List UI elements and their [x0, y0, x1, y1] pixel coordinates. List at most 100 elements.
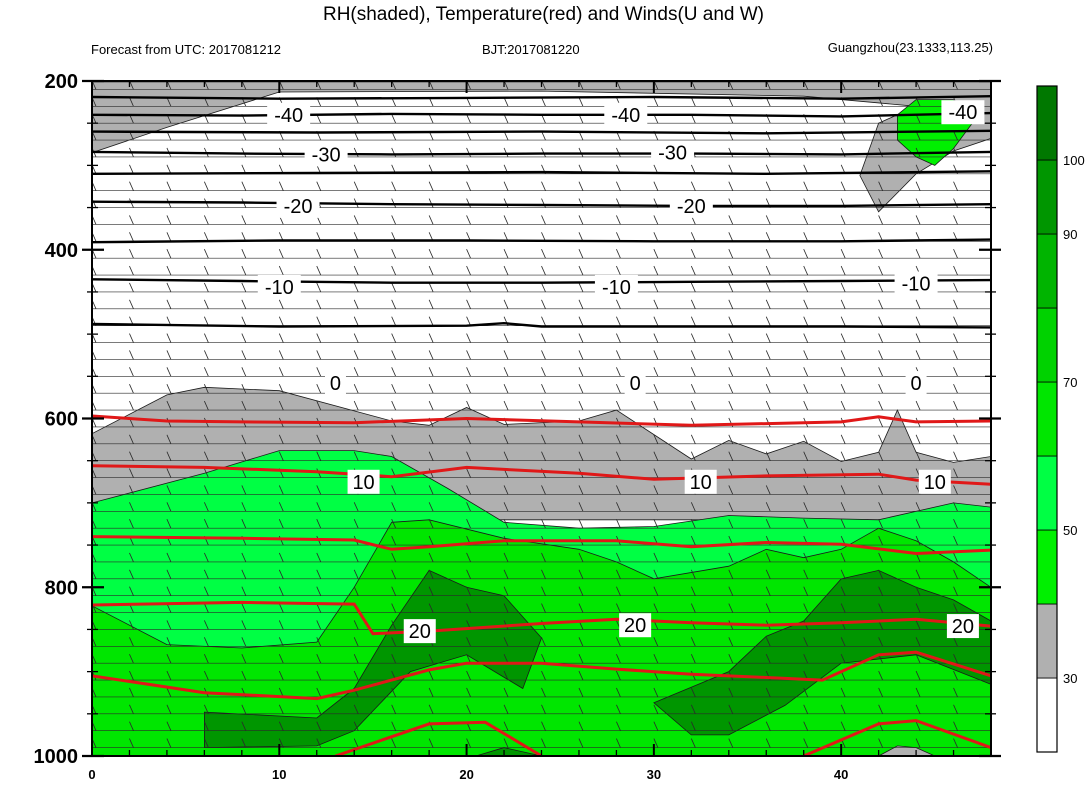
wind-barb	[915, 738, 921, 748]
wind-barb	[353, 215, 359, 225]
wind-barb	[578, 485, 584, 495]
wind-barb	[129, 451, 134, 461]
isotherm-label-bg	[651, 140, 695, 165]
isotherm-label: 0	[911, 373, 922, 395]
wind-barb	[728, 704, 734, 714]
wind-barb	[166, 384, 172, 394]
wind-barb	[878, 451, 883, 461]
wind-barb	[541, 384, 546, 394]
wind-barb	[653, 738, 659, 748]
wind-barb	[316, 687, 322, 698]
wind-barb	[840, 333, 846, 343]
wind-barb	[278, 552, 284, 563]
wind-barb	[503, 350, 509, 360]
wind-barb	[653, 468, 659, 478]
isotherm-label: -10	[902, 274, 931, 296]
wind-barb	[428, 451, 434, 461]
wind-barb	[915, 299, 921, 309]
wind-barb	[316, 282, 322, 293]
wind-barb	[541, 704, 546, 714]
wind-barb	[316, 670, 322, 681]
wind-barb	[953, 721, 958, 731]
wind-barb	[466, 350, 471, 360]
wind-barb	[541, 316, 546, 326]
wind-barb	[241, 282, 247, 293]
wind-barb	[204, 738, 209, 748]
wind-barb	[953, 265, 958, 276]
wind-barb	[878, 249, 883, 259]
wind-barb	[278, 519, 284, 529]
wind-barb	[353, 400, 359, 411]
wind-barb	[129, 485, 134, 495]
wind-barb	[578, 552, 584, 563]
wind-barb	[466, 637, 471, 647]
wind-barb	[690, 181, 696, 191]
plot-content: -40 -40 -40 -30 -30 -20 -20 -10 -10 -10 0 0 0 10 10 10 2…	[92, 81, 991, 756]
wind-barb	[878, 603, 883, 613]
wind-barb	[653, 316, 659, 326]
isotherm-label: 0	[330, 373, 341, 395]
wind-barb	[391, 367, 397, 377]
wind-barb	[840, 569, 846, 579]
wind-barb	[840, 704, 846, 714]
wind-barb	[765, 519, 771, 529]
wind-barb	[690, 519, 696, 529]
wind-barb	[840, 316, 846, 326]
wind-barb	[690, 552, 696, 563]
wind-barb	[728, 687, 734, 698]
wind-barb	[653, 299, 659, 309]
wind-barb	[653, 569, 659, 579]
wind-barb	[765, 603, 771, 613]
wind-barb	[765, 164, 771, 174]
wind-barb	[503, 721, 509, 731]
wind-barb	[428, 333, 434, 343]
wind-barb	[204, 265, 209, 276]
isotherm-label: -30	[312, 144, 341, 166]
wind-barb	[241, 451, 247, 461]
wind-barb	[353, 333, 359, 343]
wind-barb	[803, 502, 809, 512]
wind-barb	[241, 215, 247, 225]
wind-barb	[690, 299, 696, 309]
y-tick-label: 200	[45, 71, 78, 93]
wind-barb	[616, 316, 621, 326]
wind-barb	[166, 485, 172, 495]
wind-barb	[353, 147, 359, 158]
wind-barb	[129, 502, 134, 512]
wind-barb	[953, 704, 958, 714]
wind-barb	[541, 721, 546, 731]
wind-barb	[616, 738, 621, 748]
isotherm-label-bg	[624, 371, 646, 396]
wind-barb	[166, 620, 172, 630]
wind-barb	[541, 215, 546, 225]
wind-barb	[316, 620, 322, 630]
wind-barb	[391, 603, 397, 613]
wind-barb	[466, 114, 471, 124]
wind-barb	[466, 451, 471, 461]
wind-barb	[616, 434, 621, 444]
wind-barb	[878, 704, 883, 714]
wind-barb	[840, 282, 846, 293]
wind-barb	[578, 721, 584, 731]
wind-barb	[278, 586, 284, 596]
wind-barb	[129, 333, 134, 343]
wind-barb	[690, 249, 696, 259]
wind-barb	[241, 670, 247, 681]
wind-barb	[503, 670, 509, 681]
wind-barb	[166, 468, 172, 478]
wind-barb	[765, 687, 771, 698]
wind-barb	[915, 400, 921, 411]
forecast-subtitle: Forecast from UTC: 2017081212	[91, 42, 282, 57]
wind-barb	[840, 552, 846, 563]
isotherm-label: -40	[948, 102, 977, 124]
wind-barb	[840, 721, 846, 731]
wind-barb	[428, 704, 434, 714]
wind-barb	[204, 451, 209, 461]
wind-barb	[428, 400, 434, 411]
wind-barb	[278, 350, 284, 360]
wind-barb	[466, 569, 471, 579]
wind-barb	[391, 654, 397, 664]
wind-barb	[803, 350, 809, 360]
x-tick-label: 10	[272, 767, 286, 782]
wind-barb	[578, 569, 584, 579]
